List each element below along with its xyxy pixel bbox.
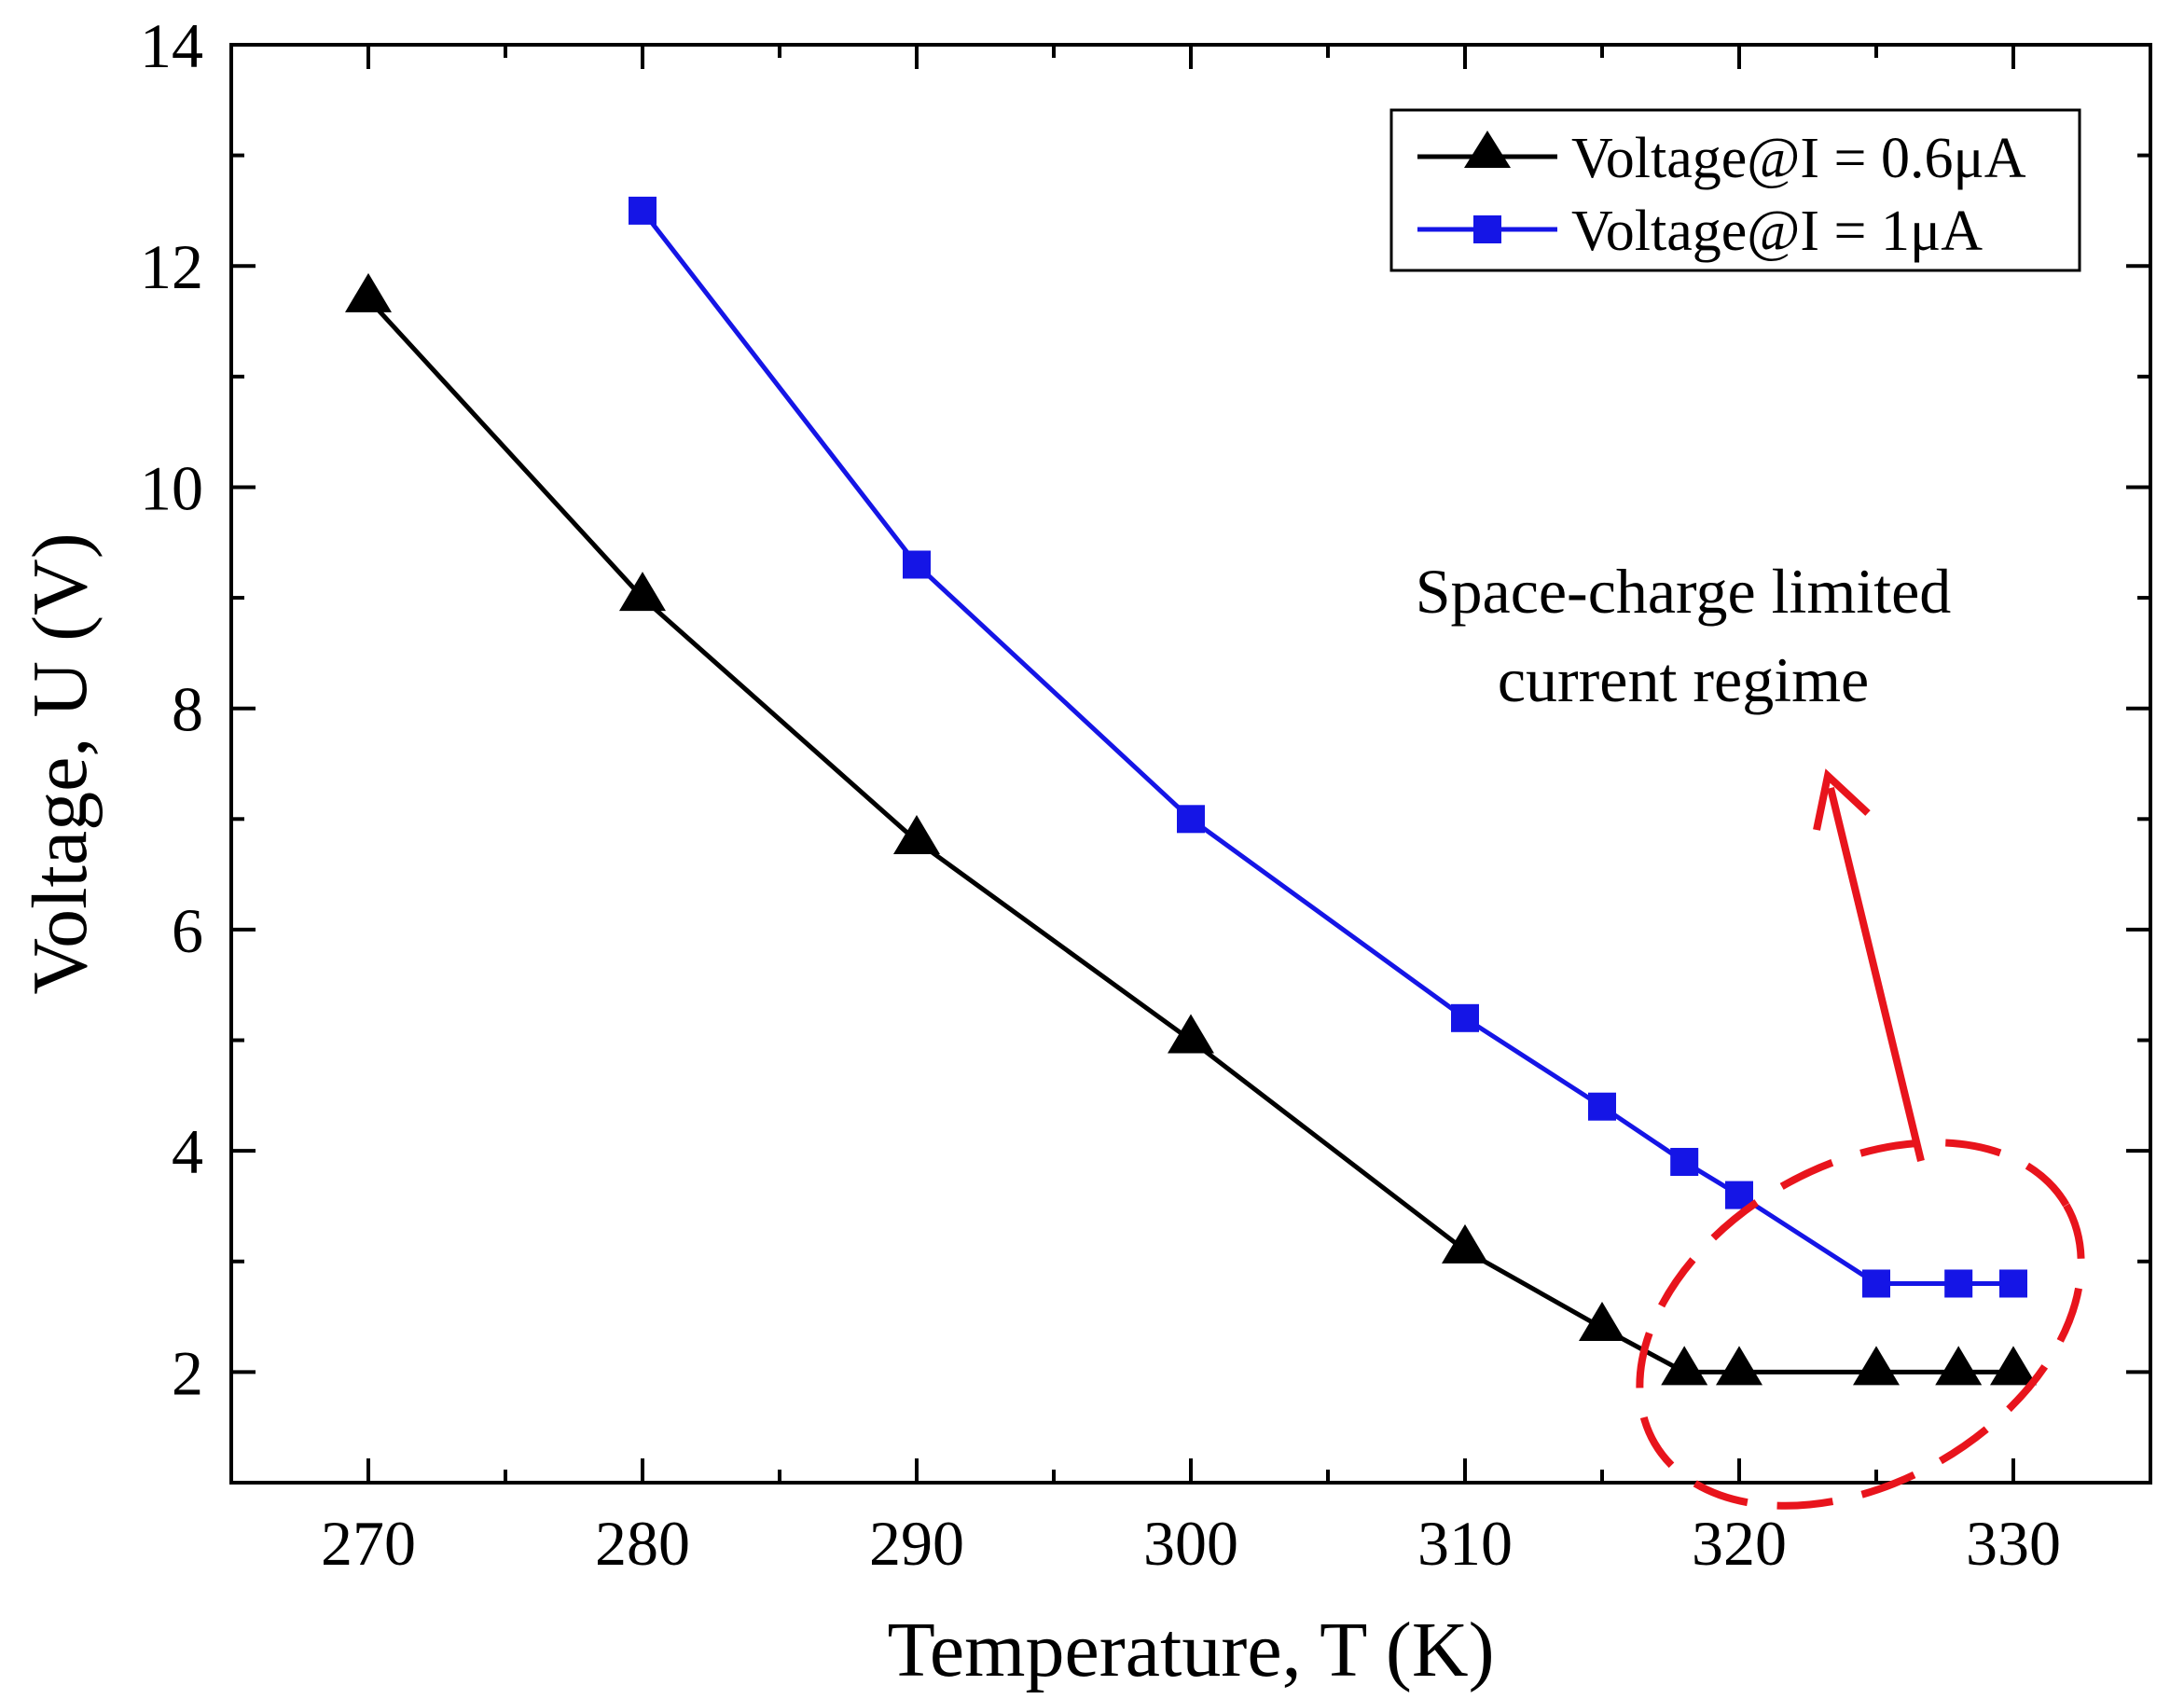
data-point-triangle [893, 815, 940, 855]
y-tick-label: 2 [172, 1337, 203, 1408]
data-point-square [1862, 1269, 1890, 1298]
y-tick-label: 6 [172, 895, 203, 966]
axis-ticks [231, 43, 2152, 1483]
legend-marker-1 [1473, 215, 1501, 243]
data-point-square [629, 196, 657, 225]
legend-label-1: Voltage@I = 1μA [1571, 200, 1983, 263]
x-tick-label: 280 [595, 1508, 690, 1579]
annotation-arrow-shaft [1827, 787, 1925, 1162]
y-axis-title: Voltage, U (V) [17, 532, 104, 994]
legend-label-0: Voltage@I = 0.6μA [1571, 127, 2026, 190]
data-point-square [1670, 1148, 1699, 1177]
x-tick-label: 320 [1692, 1508, 1787, 1579]
legend: Voltage@I = 0.6μA Voltage@I = 1μA [1389, 108, 2081, 272]
annotation-arrow-head [1813, 768, 1871, 831]
data-point-square [1999, 1269, 2027, 1298]
x-tick-label: 270 [321, 1508, 416, 1579]
data-point-triangle [1579, 1301, 1625, 1341]
data-point-triangle [1442, 1223, 1488, 1264]
x-tick-labels: 270 280 290 300 310 320 330 [321, 1508, 2061, 1579]
legend-marker-0 [1464, 131, 1511, 168]
x-tick-label: 290 [869, 1508, 964, 1579]
data-point-triangle [345, 272, 392, 312]
data-point-square [903, 550, 931, 579]
annotation-text-line-1: Space-charge limited [1416, 556, 1952, 627]
legend-box [1389, 108, 2081, 272]
x-tick-label: 310 [1417, 1508, 1513, 1579]
annotation: Space-charge limited current regime [1416, 556, 2085, 1510]
data-point-square [1588, 1092, 1616, 1121]
x-tick-label: 330 [1966, 1508, 2061, 1579]
series-layer [345, 196, 2037, 1386]
y-tick-labels: 2 4 6 8 10 12 14 [140, 10, 203, 1408]
annotation-dashed-ellipse [1636, 1139, 2085, 1510]
y-tick-label: 8 [172, 674, 203, 745]
data-point-triangle [1716, 1346, 1762, 1386]
y-tick-label: 14 [140, 10, 203, 81]
x-axis-title: Temperature, T (K) [887, 1607, 1494, 1693]
data-point-triangle [1661, 1346, 1708, 1386]
data-point-square [1451, 1003, 1479, 1032]
data-point-triangle [1935, 1346, 1983, 1386]
y-tick-label: 10 [140, 452, 203, 523]
data-point-triangle [1853, 1346, 1900, 1386]
series-line-1 [641, 209, 2013, 1286]
y-tick-label: 4 [172, 1116, 203, 1187]
y-tick-label: 12 [140, 231, 203, 302]
data-point-square [1944, 1269, 1973, 1298]
data-point-triangle [1990, 1346, 2037, 1386]
data-point-square [1177, 805, 1205, 834]
data-point-triangle [1168, 1014, 1214, 1054]
annotation-text-line-2: current regime [1498, 644, 1869, 715]
x-tick-label: 300 [1143, 1508, 1238, 1579]
data-point-triangle [619, 572, 666, 612]
